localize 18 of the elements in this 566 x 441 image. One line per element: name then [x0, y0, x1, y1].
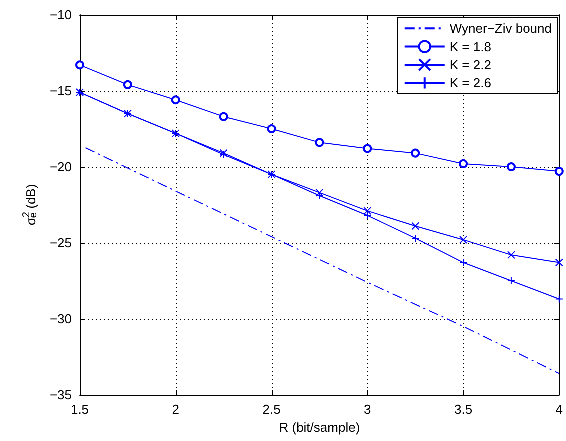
x-tick-label: 3	[364, 402, 372, 417]
y-tick-label: −30	[50, 312, 72, 326]
legend-label: K = 2.2	[450, 58, 492, 72]
y-tick-label: −25	[50, 236, 72, 250]
y-tick-label: −35	[50, 388, 72, 402]
legend-label: Wyner−Ziv bound	[450, 21, 552, 36]
legend-label: K = 1.8	[450, 39, 492, 54]
x-tick-label: 3.5	[454, 402, 473, 417]
y-tick-label: −10	[50, 8, 72, 22]
x-tick-label: 1.5	[70, 402, 90, 417]
legend-label: K = 2.6	[450, 76, 492, 91]
x-axis-title: R (bit/sample)	[279, 420, 360, 435]
x-tick-label: 2.5	[262, 402, 281, 417]
x-tick-label: 2	[172, 402, 180, 417]
x-tick-label: 4	[556, 402, 563, 417]
y-tick-label: −20	[50, 160, 72, 174]
y-tick-label: −15	[50, 84, 72, 98]
y-axis-title: σ2e (dB)	[22, 184, 40, 226]
